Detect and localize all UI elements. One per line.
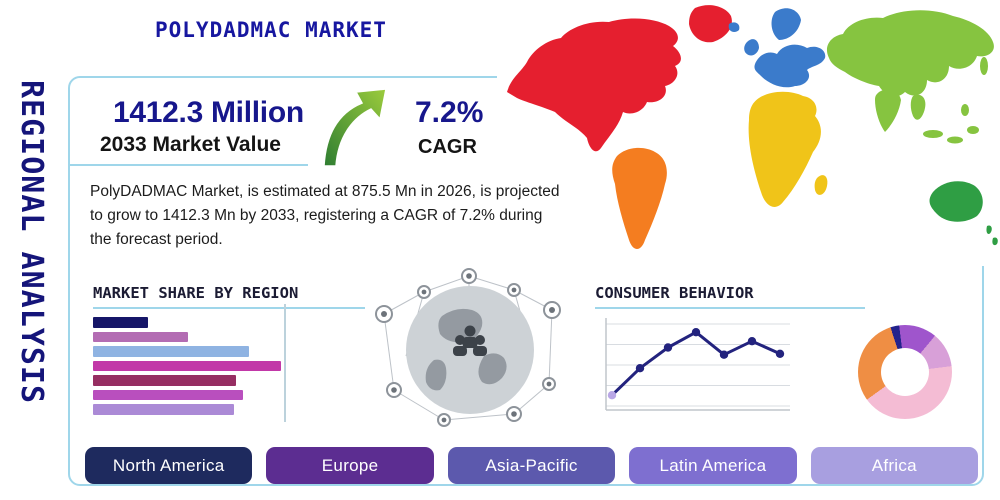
market-value-caption: 2033 Market Value — [100, 133, 281, 156]
line-series — [607, 328, 785, 400]
region-button-north-america[interactable]: North America — [85, 447, 253, 484]
market-value: 1412.3 Million — [113, 96, 304, 129]
stat-divider — [70, 164, 308, 166]
world-map — [497, 0, 1000, 266]
side-title: REGIONAL ANALYSIS — [14, 80, 49, 405]
consumer-behavior-heading: CONSUMER BEHAVIOR — [595, 284, 754, 302]
cagr-caption: CAGR — [418, 136, 477, 158]
map-new-zealand-2 — [992, 237, 998, 246]
map-japan — [980, 57, 988, 75]
map-se-asia — [910, 94, 926, 120]
map-indonesia-1 — [923, 130, 943, 138]
region-button-asia-pacific[interactable]: Asia-Pacific — [447, 447, 616, 484]
bar-6 — [93, 389, 243, 400]
network-nodes — [375, 268, 561, 427]
map-iceland — [728, 22, 740, 32]
donut-chart — [858, 325, 952, 419]
growth-arrow-icon — [323, 88, 387, 167]
region-button-europe[interactable]: Europe — [266, 447, 434, 484]
map-south-america — [612, 147, 667, 249]
bar-chart-gridline — [284, 304, 286, 422]
map-north-america — [507, 18, 681, 152]
bar-1 — [93, 317, 148, 328]
globe-network-icon — [375, 268, 561, 427]
map-indonesia-3 — [967, 126, 979, 134]
region-button-africa[interactable]: Africa — [810, 447, 979, 484]
map-europe — [754, 44, 826, 88]
map-australia — [929, 181, 983, 222]
bar-3 — [93, 346, 249, 357]
map-india — [875, 89, 901, 132]
map-scandinavia — [771, 8, 801, 40]
map-madagascar — [814, 175, 828, 195]
region-buttons: North America Europe Asia-Pacific Latin Ame… — [85, 447, 979, 484]
market-description: PolyDADMAC Market, is estimated at 875.5… — [90, 183, 560, 249]
map-africa — [748, 91, 821, 207]
map-uk — [744, 39, 759, 56]
cagr-value: 7.2% — [415, 96, 484, 129]
map-new-zealand-1 — [986, 225, 992, 234]
market-share-heading: MARKET SHARE BY REGION — [93, 284, 299, 302]
bar-2 — [93, 331, 188, 342]
bar-chart — [93, 317, 281, 415]
line-chart — [605, 318, 790, 411]
bar-4 — [93, 360, 281, 371]
bar-5 — [93, 375, 236, 386]
consumer-behavior-underline — [595, 307, 865, 309]
market-share-underline — [93, 307, 365, 309]
map-asia — [826, 10, 994, 97]
bar-7 — [93, 404, 234, 415]
region-button-latin-america[interactable]: Latin America — [629, 447, 797, 484]
people-icon — [453, 325, 487, 356]
page-title: POLYDADMAC MARKET — [155, 18, 387, 42]
map-indonesia-2 — [947, 136, 963, 144]
map-philippines — [961, 104, 969, 116]
world-map-graphic — [507, 5, 998, 249]
map-greenland — [689, 5, 732, 43]
